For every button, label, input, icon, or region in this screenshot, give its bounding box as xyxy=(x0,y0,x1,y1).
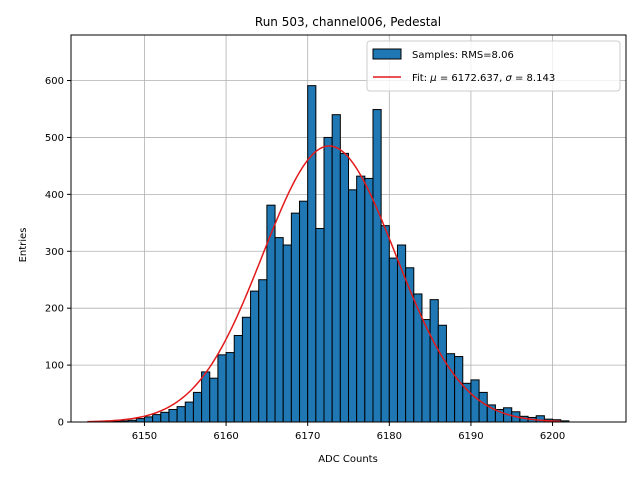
y-tick-label: 200 xyxy=(45,304,64,315)
histogram-bar xyxy=(388,257,398,423)
legend-hist-swatch xyxy=(372,48,402,60)
y-tick-label: 0 xyxy=(58,418,64,429)
x-tick-label: 6200 xyxy=(540,431,565,442)
histogram-bar xyxy=(250,290,260,423)
legend-fit-sigma-symbol: σ xyxy=(505,73,512,84)
histogram-bar xyxy=(307,85,317,423)
histogram-bar xyxy=(135,418,145,423)
histogram-bar xyxy=(348,189,358,423)
histogram-bar xyxy=(356,175,366,423)
y-tick-label: 500 xyxy=(45,133,64,144)
histogram-bar xyxy=(445,353,456,423)
legend-fit-mu-value: = 6172.637, xyxy=(437,73,506,84)
y-tick-label: 300 xyxy=(45,247,64,258)
fit-curve xyxy=(87,145,561,423)
histogram-bar xyxy=(282,244,292,423)
histogram-bar xyxy=(160,411,170,423)
histogram-bar xyxy=(209,377,219,423)
chart-title: Run 503, channel006, Pedestal xyxy=(255,15,441,29)
x-tick-label: 6190 xyxy=(458,431,483,442)
legend-fit-label: Fit: μ = 6172.637, σ = 8.143 xyxy=(412,73,555,84)
histogram-bar xyxy=(258,279,268,423)
histogram-bar xyxy=(364,177,374,423)
histogram-bar xyxy=(143,416,154,423)
histogram-bar xyxy=(372,109,382,423)
legend-fit-prefix: Fit: xyxy=(412,73,430,84)
histogram-bar xyxy=(331,114,341,423)
legend-fit-mu-symbol: μ xyxy=(429,73,436,84)
histogram-bar xyxy=(201,371,211,423)
legend-box xyxy=(366,40,621,92)
y-tick-label: 600 xyxy=(45,76,64,87)
histogram-bar xyxy=(413,293,423,423)
legend: Samples: RMS=8.06 Fit: μ = 6172.637, σ =… xyxy=(366,40,621,92)
histogram-bar xyxy=(152,414,162,423)
histogram-bar xyxy=(274,237,284,423)
histogram-bar xyxy=(168,408,178,423)
x-axis-label: ADC Counts xyxy=(318,454,378,465)
histogram-bar xyxy=(192,391,203,423)
histogram-bar xyxy=(241,316,252,423)
histogram-bar xyxy=(421,319,431,423)
x-tick-label: 6150 xyxy=(132,431,157,442)
histogram-bar xyxy=(176,406,186,423)
histogram-bar xyxy=(233,334,243,423)
histogram-bar xyxy=(299,200,309,423)
x-tick-label: 6180 xyxy=(377,431,402,442)
y-tick-label: 400 xyxy=(45,190,64,201)
histogram-bar xyxy=(184,401,194,423)
histogram-bar xyxy=(315,228,325,423)
histogram-bar xyxy=(290,212,301,423)
x-tick-label: 6160 xyxy=(213,431,238,442)
histogram-bar xyxy=(454,356,464,423)
histogram-bar xyxy=(266,204,276,423)
histogram-bar xyxy=(470,379,480,423)
histogram-bar xyxy=(217,354,227,423)
x-axis-ticks: 6150 6160 6170 6180 6190 6200 xyxy=(132,422,565,442)
histogram-bar xyxy=(478,391,488,423)
y-axis-ticks: 0 100 200 300 400 500 600 xyxy=(45,76,71,429)
histogram-bar xyxy=(380,225,390,423)
plot-area xyxy=(70,34,627,423)
histogram-bar xyxy=(225,352,235,423)
y-tick-label: 100 xyxy=(45,361,64,372)
plot-frame xyxy=(70,34,627,423)
histogram-bar xyxy=(323,136,333,423)
histogram-bar xyxy=(429,299,439,423)
histogram-bar xyxy=(396,244,407,423)
histogram-bars xyxy=(111,85,570,423)
legend-hist-label: Samples: RMS=8.06 xyxy=(412,50,514,61)
histogram-bar xyxy=(339,152,349,423)
y-axis-label: Entries xyxy=(18,228,29,263)
legend-fit-sigma-value: = 8.143 xyxy=(512,73,555,84)
x-tick-label: 6170 xyxy=(295,431,320,442)
histogram-bar xyxy=(437,324,447,423)
